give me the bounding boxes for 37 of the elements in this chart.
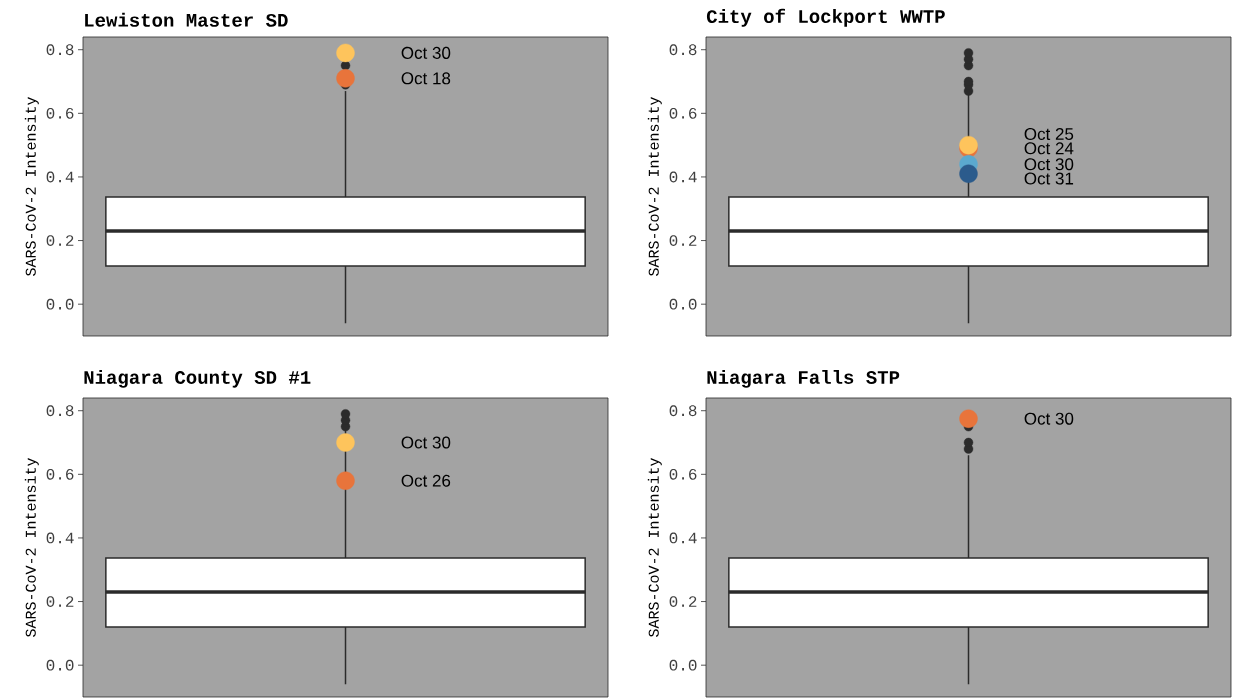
y-tick-label: 0.2 [46, 235, 74, 246]
y-tick-label: 0.8 [46, 44, 74, 56]
y-tick-label: 0.0 [46, 298, 74, 310]
text: Oct 30 [1024, 158, 1074, 171]
y-axis-title: SARS-CoV-2 Intensity [647, 458, 662, 637]
text: Oct 31 [1024, 172, 1074, 185]
text: Oct 30 [401, 436, 451, 449]
text: Oct 18 [401, 72, 451, 85]
text: Oct 30 [401, 46, 451, 59]
y-tick-label: 0.4 [669, 171, 697, 183]
y-tick-label: 0.6 [669, 468, 697, 480]
chart-title: Niagara County SD #1 [84, 369, 311, 388]
y-tick-label: 0.6 [669, 107, 697, 119]
y-tick-label: 0.2 [669, 235, 697, 246]
y-tick-label: 0.4 [46, 171, 74, 183]
chart-title: Niagara Falls STP [707, 369, 900, 388]
y-tick-label: 0.2 [46, 596, 74, 607]
y-tick-label: 0.4 [46, 532, 74, 544]
text: Oct 30 [1024, 412, 1074, 425]
text: Oct 24 [1024, 142, 1074, 155]
chart-title: Lewiston Master SD [85, 12, 288, 27]
y-tick-label: 0.8 [669, 44, 697, 56]
y-tick-label: 0.8 [669, 405, 697, 417]
y-axis-title: SARS-CoV-2 Intensity [24, 97, 39, 276]
y-tick-label: 0.4 [669, 532, 697, 544]
y-tick-label: 0.6 [46, 468, 74, 480]
y-tick-label: 0.0 [669, 659, 697, 671]
y-axis-title: SARS-CoV-2 Intensity [24, 458, 39, 637]
y-tick-label: 0.0 [669, 298, 697, 310]
y-tick-label: 0.8 [46, 405, 74, 417]
chart-title: City of Lockport WWTP [706, 8, 945, 27]
y-tick-label: 0.6 [46, 107, 74, 119]
y-tick-label: 0.2 [669, 596, 697, 607]
y-axis-title: SARS-CoV-2 Intensity [647, 97, 662, 276]
text: Oct 26 [401, 474, 451, 487]
y-tick-label: 0.0 [46, 659, 74, 671]
text: Oct 25 [1024, 127, 1074, 141]
